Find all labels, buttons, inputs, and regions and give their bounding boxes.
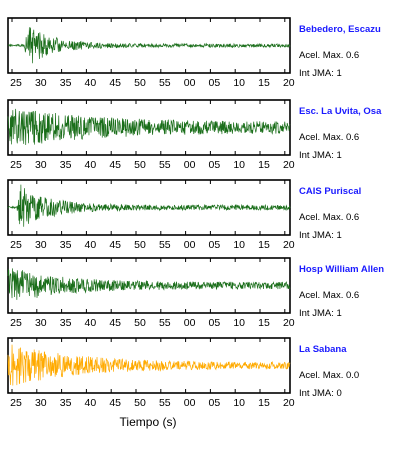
x-tick-label: 40 (85, 239, 97, 251)
x-tick-label: 10 (233, 317, 245, 329)
station-name: Hosp William Allen (299, 264, 384, 275)
x-tick-label: 10 (233, 159, 245, 171)
acel-max-label: Acel. Max. 0.6 (299, 212, 359, 223)
x-tick-label: 00 (184, 159, 196, 171)
x-tick-label: 45 (109, 317, 121, 329)
x-tick-label: 20 (283, 239, 295, 251)
x-tick-label: 40 (85, 397, 97, 409)
x-tick-label: 10 (233, 77, 245, 89)
x-tick-label: 50 (134, 397, 146, 409)
x-tick-label: 05 (209, 317, 221, 329)
waveform-trace (7, 268, 291, 300)
x-tick-label: 10 (233, 239, 245, 251)
x-tick-label: 35 (60, 77, 72, 89)
x-tick-label: 00 (184, 317, 196, 329)
x-tick-label: 05 (209, 239, 221, 251)
x-tick-label: 35 (60, 239, 72, 251)
x-tick-label: 45 (109, 159, 121, 171)
x-tick-label: 50 (134, 239, 146, 251)
x-tick-label: 55 (159, 317, 171, 329)
x-tick-label: 30 (35, 77, 47, 89)
x-tick-label: 00 (184, 77, 196, 89)
seismogram-panel: 25 30 35 40 45 50 55 00 05 10 15 20 CAIS Puriscal Ace… (7, 179, 361, 251)
x-tick-label: 25 (10, 239, 22, 251)
x-tick-label: 50 (134, 317, 146, 329)
x-tick-label: 15 (258, 397, 270, 409)
seismogram-panel: 25 30 35 40 45 50 55 00 05 10 15 20 Hosp William All… (7, 257, 384, 329)
x-tick-label: 30 (35, 239, 47, 251)
int-jma-label: Int JMA: 1 (299, 68, 342, 79)
x-tick-label: 50 (134, 77, 146, 89)
x-tick-label: 25 (10, 397, 22, 409)
x-tick-label: 00 (184, 397, 196, 409)
int-jma-label: Int JMA: 0 (299, 388, 342, 399)
acel-max-label: Acel. Max. 0.6 (299, 50, 359, 61)
x-tick-label: 55 (159, 77, 171, 89)
x-tick-label: 55 (159, 397, 171, 409)
x-tick-label: 25 (10, 317, 22, 329)
x-tick-label: 20 (283, 317, 295, 329)
x-tick-label: 20 (283, 77, 295, 89)
x-tick-label: 35 (60, 317, 72, 329)
seismogram-panel: 25 30 35 40 45 50 55 00 05 10 15 20 Bebedero, Escazu… (7, 17, 381, 89)
int-jma-label: Int JMA: 1 (299, 230, 342, 241)
x-tick-label: 05 (209, 397, 221, 409)
x-tick-label: 15 (258, 159, 270, 171)
x-tick-label: 15 (258, 239, 270, 251)
panels-group: 25 30 35 40 45 50 55 00 05 10 15 20 Bebedero, Escazu… (7, 17, 384, 409)
seismogram-panel: 25 30 35 40 45 50 55 00 05 10 15 20 La Sabana Acel. M… (7, 337, 359, 409)
x-tick-label: 30 (35, 397, 47, 409)
waveform-trace (7, 344, 291, 386)
x-tick-label: 05 (209, 77, 221, 89)
acel-max-label: Acel. Max. 0.6 (299, 290, 359, 301)
x-tick-label: 15 (258, 317, 270, 329)
seismogram-panel: 25 30 35 40 45 50 55 00 05 10 15 20 Esc. La Uvita, O… (7, 99, 382, 171)
x-axis-title: Tiempo (s) (120, 415, 177, 429)
acel-max-label: Acel. Max. 0.6 (299, 132, 359, 143)
x-tick-label: 50 (134, 159, 146, 171)
x-tick-label: 20 (283, 397, 295, 409)
x-tick-label: 20 (283, 159, 295, 171)
x-tick-label: 45 (109, 239, 121, 251)
x-tick-label: 00 (184, 239, 196, 251)
int-jma-label: Int JMA: 1 (299, 308, 342, 319)
x-tick-label: 40 (85, 77, 97, 89)
x-tick-label: 45 (109, 77, 121, 89)
x-tick-label: 05 (209, 159, 221, 171)
station-name: La Sabana (299, 344, 347, 355)
x-tick-label: 35 (60, 159, 72, 171)
x-tick-label: 55 (159, 159, 171, 171)
x-tick-label: 25 (10, 159, 22, 171)
x-tick-label: 30 (35, 159, 47, 171)
x-tick-label: 15 (258, 77, 270, 89)
x-tick-label: 45 (109, 397, 121, 409)
x-tick-label: 30 (35, 317, 47, 329)
station-name: Bebedero, Escazu (299, 24, 381, 35)
acel-max-label: Acel. Max. 0.0 (299, 370, 359, 381)
x-tick-label: 10 (233, 397, 245, 409)
station-name: Esc. La Uvita, Osa (299, 106, 382, 117)
x-tick-label: 40 (85, 159, 97, 171)
waveform-trace (7, 184, 291, 227)
int-jma-label: Int JMA: 1 (299, 150, 342, 161)
x-tick-label: 55 (159, 239, 171, 251)
x-tick-label: 35 (60, 397, 72, 409)
waveform-trace (7, 108, 291, 145)
waveform-trace (7, 27, 291, 64)
station-name: CAIS Puriscal (299, 186, 361, 197)
x-tick-label: 25 (10, 77, 22, 89)
x-tick-label: 40 (85, 317, 97, 329)
